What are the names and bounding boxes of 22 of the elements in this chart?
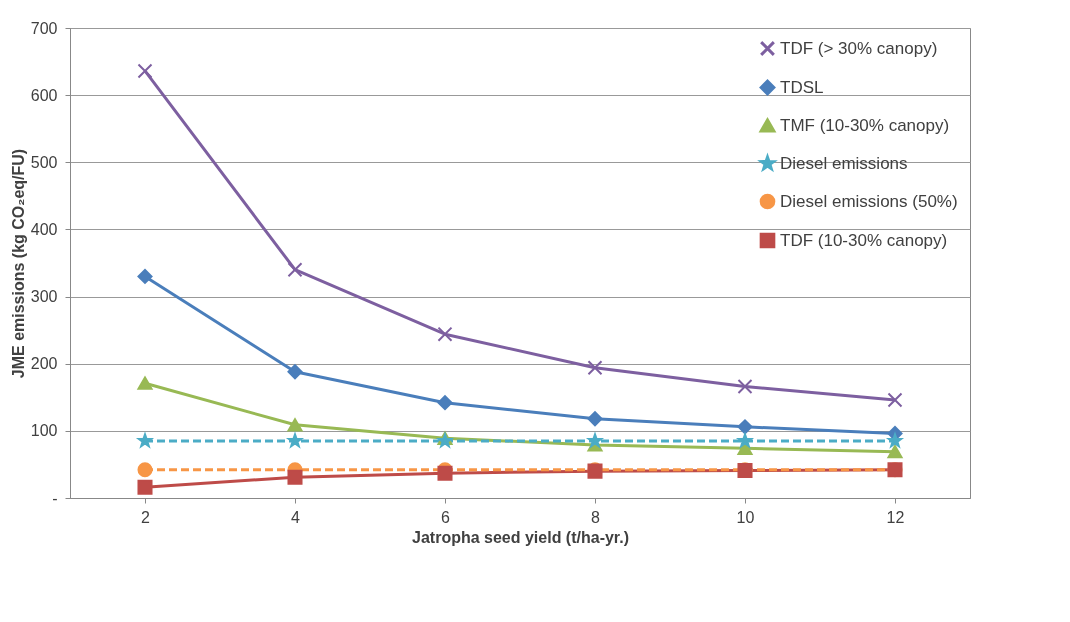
y-tick-label: - (52, 489, 58, 507)
y-tick-label: 300 (30, 288, 58, 306)
y-tick-label: 600 (30, 86, 58, 104)
x-tick-label: 4 (291, 508, 301, 526)
y-tick-label: 700 (30, 19, 58, 37)
legend-label: TMF (10-30% canopy) (780, 115, 950, 135)
x-tick-label: 6 (441, 508, 451, 526)
x-tick-label: 8 (591, 508, 601, 526)
legend-label: Diesel emissions (780, 153, 908, 173)
legend-label: Diesel emissions (50%) (780, 191, 958, 211)
legend-label: TDSL (780, 77, 824, 97)
x-tick-label: 12 (886, 508, 905, 526)
y-tick-label: 100 (30, 422, 58, 440)
legend-label: TDF (10-30% canopy) (780, 230, 948, 250)
legend-label: TDF (> 30% canopy) (780, 38, 938, 58)
y-tick-label: 400 (30, 220, 58, 238)
y-axis-title: JME emissions (kg CO₂eq/FU) (9, 148, 27, 379)
y-tick-label: 500 (30, 153, 58, 171)
x-tick-label: 10 (736, 508, 755, 526)
x-axis-title: Jatropha seed yield (t/ha-yr.) (412, 528, 629, 546)
x-tick-label: 2 (141, 508, 151, 526)
y-tick-label: 200 (30, 355, 58, 373)
